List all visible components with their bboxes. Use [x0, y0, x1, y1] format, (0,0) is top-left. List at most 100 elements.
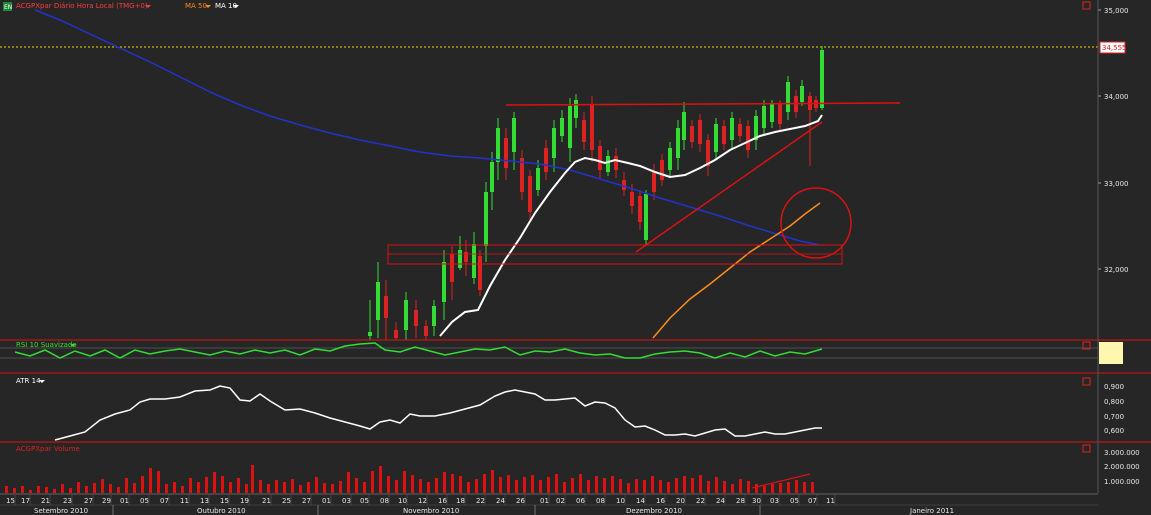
- day-tick-label: 15: [220, 497, 229, 505]
- candle-body: [638, 196, 642, 222]
- last-price-box: [1099, 41, 1126, 54]
- candle-body: [820, 50, 824, 108]
- rsi-label[interactable]: RSI 10 Suavizado: [16, 341, 77, 349]
- day-tick-label: 01: [540, 497, 549, 505]
- ma50-line: [652, 202, 821, 339]
- candle-body: [472, 244, 476, 278]
- candle-body: [512, 118, 516, 152]
- candle-body: [714, 124, 718, 152]
- app-logo-icon[interactable]: [3, 2, 12, 11]
- candle-body: [450, 254, 454, 282]
- volume-bar: [747, 481, 750, 493]
- day-tick-label: 03: [342, 497, 351, 505]
- candle-body: [590, 104, 594, 150]
- time-axis-months: Setembro 2010 Outubro 2010 Novembro 2010 De…: [34, 505, 954, 515]
- volume-bar: [117, 487, 120, 493]
- candle-body: [504, 138, 508, 168]
- volume-bar: [45, 487, 48, 493]
- volume-bar: [691, 478, 694, 493]
- support-zone-box[interactable]: [387, 244, 843, 265]
- candle-body: [424, 326, 428, 336]
- volume-bar: [197, 482, 200, 493]
- instrument-label[interactable]: ACGPXpar Diário Hora Local (TMG+0): [16, 2, 148, 10]
- instrument-dropdown-icon[interactable]: [145, 5, 151, 8]
- rsi-panel-maximize-icon[interactable]: [1082, 341, 1091, 350]
- volume-bar: [483, 474, 486, 493]
- highlight-circle[interactable]: [780, 187, 852, 259]
- day-tick-label: 10: [616, 497, 625, 505]
- volume-bar: [667, 482, 670, 493]
- month-label: Novembro 2010: [403, 507, 459, 515]
- volume-bar: [707, 481, 710, 493]
- volume-bar: [77, 482, 80, 493]
- rsi-panel[interactable]: RSI 10 Suavizado: [0, 341, 1123, 372]
- candle-body: [778, 104, 782, 124]
- volume-bar: [109, 484, 112, 493]
- day-tick-label: 05: [790, 497, 799, 505]
- app-logo-label: EN: [4, 4, 12, 11]
- candle-body: [432, 306, 436, 326]
- atr-panel[interactable]: ATR 14: [16, 377, 1091, 441]
- volume-bar: [371, 471, 374, 493]
- volume-bar: [523, 477, 526, 493]
- day-tick-label: 11: [826, 497, 835, 505]
- volume-bar: [779, 483, 782, 493]
- volume-trendline[interactable]: [751, 473, 811, 489]
- volume-bar: [579, 474, 582, 493]
- last-price-label: 34,555: [1102, 44, 1127, 52]
- day-tick-label: 10: [398, 497, 407, 505]
- day-tick-label: 18: [456, 497, 465, 505]
- volume-bar: [531, 475, 534, 493]
- candle-body: [544, 148, 548, 172]
- atr-dropdown-icon[interactable]: [39, 380, 45, 383]
- volume-bar: [451, 474, 454, 493]
- volume-bar: [133, 483, 136, 493]
- volume-bar: [683, 476, 686, 493]
- volume-bar: [675, 478, 678, 493]
- volume-bar: [611, 476, 614, 493]
- rsi-dropdown-icon[interactable]: [70, 344, 76, 347]
- candle-body: [496, 128, 500, 162]
- ma50-dropdown-icon[interactable]: [205, 5, 211, 8]
- support-trendline[interactable]: [635, 121, 823, 253]
- volume-bar: [699, 475, 702, 493]
- volume-bar: [739, 479, 742, 493]
- day-tick-label: 27: [302, 497, 311, 505]
- candle-body: [568, 106, 572, 148]
- day-tick-label: 03: [770, 497, 779, 505]
- month-label: Outubro 2010: [197, 507, 246, 515]
- day-tick-label: 20: [676, 497, 685, 505]
- day-tick-label: 16: [656, 497, 665, 505]
- atr-label[interactable]: ATR 14: [16, 377, 41, 385]
- candle-body: [762, 106, 766, 128]
- day-tick-label: 27: [84, 497, 93, 505]
- candle-body: [536, 168, 540, 190]
- volume-bar: [141, 476, 144, 493]
- ma10-label[interactable]: MA 10: [215, 2, 237, 10]
- ma10-dropdown-icon[interactable]: [233, 5, 239, 8]
- volume-bar: [61, 484, 64, 493]
- ma50-label[interactable]: MA 50: [185, 2, 207, 10]
- price-tick-label: 33,000: [1104, 180, 1129, 188]
- volume-tick-label: 1.000.000: [1104, 478, 1140, 486]
- volume-bar: [755, 484, 758, 493]
- day-tick-label: 11: [180, 497, 189, 505]
- volume-panel[interactable]: ACGPXpar Volume: [5, 444, 1091, 493]
- atr-panel-maximize-icon[interactable]: [1082, 377, 1091, 386]
- resistance-line[interactable]: [505, 102, 901, 106]
- volume-bar: [395, 480, 398, 493]
- main-panel-maximize-icon[interactable]: [1082, 1, 1091, 10]
- atr-line: [54, 385, 822, 441]
- volume-bar: [93, 483, 96, 493]
- day-tick-label: 24: [716, 497, 725, 505]
- candle-body: [414, 310, 418, 326]
- volume-bars: [5, 465, 814, 493]
- volume-bar: [763, 486, 766, 493]
- price-panel[interactable]: EN ACGPXpar Diário Hora Local (TMG+0) MA…: [0, 0, 1129, 340]
- candle-body: [384, 296, 388, 318]
- candle-body: [660, 160, 664, 180]
- volume-panel-maximize-icon[interactable]: [1082, 444, 1091, 453]
- volume-label[interactable]: ACGPXpar Volume: [16, 445, 80, 453]
- candle-body: [746, 126, 750, 150]
